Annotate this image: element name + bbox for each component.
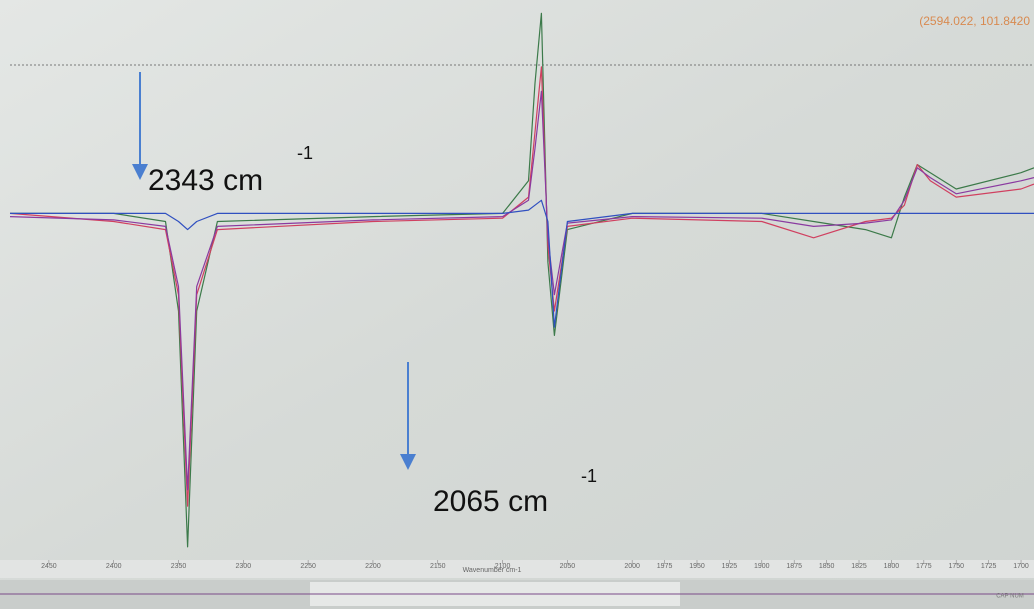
x-tick-label: 1825 <box>851 563 867 570</box>
annotation: 2065 cm <box>433 485 548 518</box>
x-tick-label: 2000 <box>624 563 640 570</box>
x-tick-label: 1700 <box>1013 563 1029 570</box>
x-tick-label: 1950 <box>689 563 705 570</box>
annotation-superscript: -1 <box>297 143 313 163</box>
coordinate-readout: (2594.022, 101.8420 <box>919 14 1030 28</box>
x-tick-label: 1900 <box>754 563 770 570</box>
x-tick-label: 1800 <box>884 563 900 570</box>
x-tick-label: 2350 <box>171 563 187 570</box>
x-tick-label: 1925 <box>722 563 738 570</box>
x-tick-label: 2250 <box>300 563 316 570</box>
x-tick-label: 2300 <box>236 563 252 570</box>
x-tick-label: 2050 <box>560 563 576 570</box>
x-axis-label: Wavenumber cm-1 <box>463 567 522 574</box>
x-tick-label: 2150 <box>430 563 446 570</box>
chart: (2594.022, 101.8420 Wavenumber cm-1 CAP … <box>0 0 1034 609</box>
x-tick-label: 1875 <box>786 563 802 570</box>
x-tick-label: 1975 <box>657 563 673 570</box>
annotation: 2343 cm <box>148 164 263 197</box>
x-tick-label: 1850 <box>819 563 835 570</box>
x-tick-label: 2400 <box>106 563 122 570</box>
x-tick-label: 2100 <box>495 563 511 570</box>
x-tick-label: 1750 <box>948 563 964 570</box>
x-tick-label: 2200 <box>365 563 381 570</box>
x-tick-label: 2450 <box>41 563 57 570</box>
x-tick-label: 1725 <box>981 563 997 570</box>
status-bar: CAP NUM <box>996 594 1024 600</box>
annotation-superscript: -1 <box>581 466 597 486</box>
x-tick-label: 1775 <box>916 563 932 570</box>
